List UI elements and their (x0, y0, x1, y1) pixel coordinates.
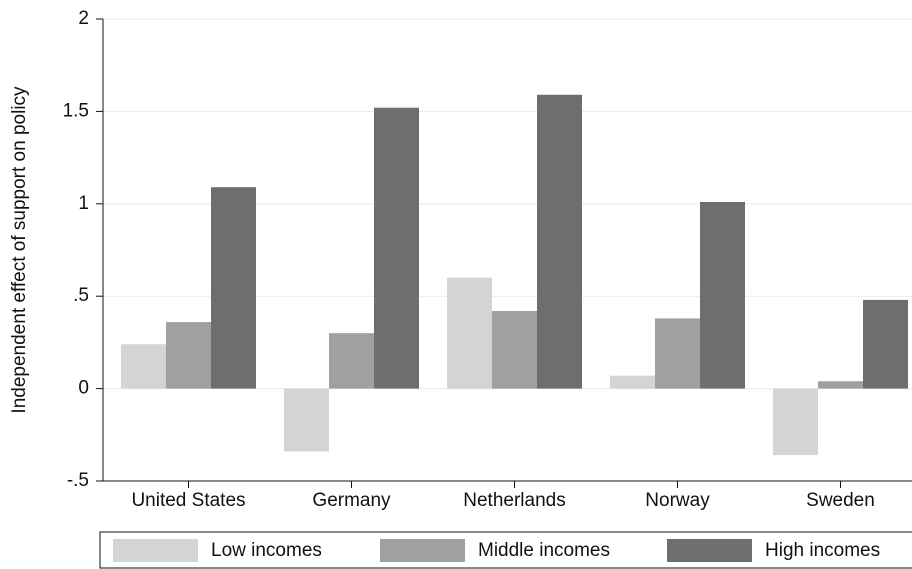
bar (700, 201, 745, 389)
y-tick-label: .5 (73, 285, 89, 306)
y-tick-label: 1 (78, 193, 89, 214)
bar (211, 187, 256, 389)
bar (492, 310, 537, 389)
bar (121, 344, 166, 389)
y-tick-label: -.5 (67, 470, 89, 491)
bar (863, 299, 908, 389)
bar (610, 375, 655, 389)
x-tick-label: Sweden (806, 490, 875, 511)
bar (374, 107, 419, 389)
bar (537, 94, 582, 389)
bar (166, 322, 211, 389)
legend-label: Middle incomes (478, 540, 610, 561)
bar (818, 381, 863, 389)
legend-swatch (380, 539, 465, 562)
bar (447, 277, 492, 389)
bar (329, 333, 374, 389)
y-tick-label: 2 (78, 8, 89, 29)
bar (284, 388, 329, 452)
bar (773, 388, 818, 456)
legend-label: Low incomes (211, 540, 322, 561)
legend-swatch (113, 539, 198, 562)
y-axis-label: Independent effect of support on policy (9, 86, 30, 414)
y-tick-label: 0 (78, 378, 89, 399)
legend-box (99, 531, 912, 569)
bar (655, 318, 700, 389)
x-tick-label: Netherlands (463, 490, 565, 511)
x-tick-label: United States (131, 490, 245, 511)
x-tick-label: Germany (312, 490, 391, 511)
legend-label: High incomes (765, 540, 880, 561)
y-tick-label: 1.5 (63, 100, 89, 121)
legend-swatch (667, 539, 752, 562)
x-tick-label: Norway (645, 490, 710, 511)
